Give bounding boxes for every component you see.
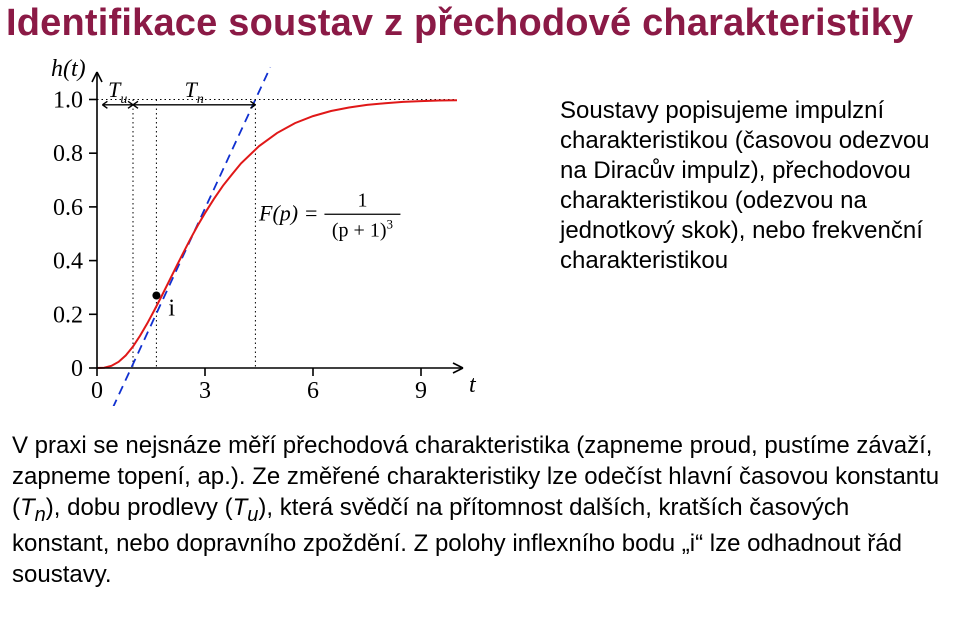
svg-text:h(t): h(t) (51, 56, 86, 82)
svg-text:0.4: 0.4 (53, 249, 83, 275)
svg-text:6: 6 (307, 378, 319, 404)
svg-text:t: t (469, 372, 477, 398)
svg-text:3: 3 (199, 378, 211, 404)
tu-symbol: Tu (233, 494, 259, 521)
svg-text:0.6: 0.6 (53, 195, 83, 221)
svg-text:0.2: 0.2 (53, 302, 83, 328)
svg-text:F(p) =: F(p) = (258, 200, 318, 225)
svg-text:0.8: 0.8 (53, 141, 83, 167)
svg-text:Tu: Tu (108, 77, 127, 107)
body-paragraph: V praxi se nejsnáze měří přechodová char… (12, 430, 942, 591)
svg-text:0: 0 (91, 378, 103, 404)
svg-text:1.0: 1.0 (53, 87, 83, 113)
svg-text:(p + 1)3: (p + 1)3 (332, 216, 393, 241)
body-text-b: ), dobu prodlevy ( (46, 494, 233, 521)
chart-description: Soustavy popisujeme impulzní charakteris… (560, 96, 940, 276)
tn-symbol: Tn (20, 494, 46, 521)
svg-text:0: 0 (71, 356, 83, 382)
svg-text:1: 1 (357, 189, 367, 211)
svg-text:9: 9 (415, 378, 427, 404)
step-response-chart: Tu Tn i F(p) = 1 (p + 1)3 0 0.2 0.4 0.6 0.8 1.0 0 3 6… (12, 56, 492, 406)
page-title: Identifikace soustav z přechodové charak… (6, 2, 913, 45)
svg-text:Tn: Tn (185, 77, 204, 107)
svg-text:i: i (168, 296, 175, 322)
